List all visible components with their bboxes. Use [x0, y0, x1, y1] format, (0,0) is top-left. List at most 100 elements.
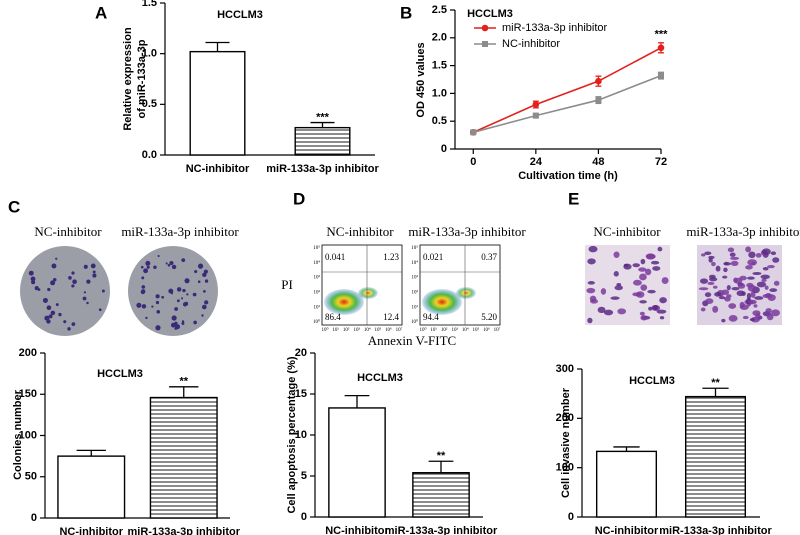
cell: [722, 275, 728, 279]
series-line: [472, 47, 662, 134]
x-tick-label: NC-inhibitor: [59, 526, 123, 535]
cell: [714, 291, 722, 297]
cell: [730, 256, 740, 260]
cell: [764, 285, 769, 290]
bar: [189, 50, 246, 156]
quadrant-value: 5.20: [481, 312, 497, 322]
cell: [700, 307, 706, 312]
colony: [55, 257, 58, 260]
x-tick-label: 72: [655, 156, 667, 168]
colony: [155, 325, 161, 331]
colony: [55, 303, 59, 307]
colony: [71, 284, 75, 288]
cell: [746, 292, 752, 300]
point: [470, 129, 477, 136]
cell: [765, 308, 772, 313]
flow-tick-label: 10³: [353, 327, 360, 333]
cell: [590, 298, 598, 304]
colony: [86, 279, 91, 284]
cell: [721, 318, 726, 323]
cell: [727, 247, 735, 253]
flow-tick-label: 10⁶: [483, 327, 490, 333]
cell: [769, 288, 778, 293]
cell: [613, 271, 619, 277]
flow-tick-label: 10³: [314, 275, 321, 281]
cell: [751, 261, 756, 266]
cell: [640, 284, 648, 291]
cell: [747, 276, 755, 280]
y-tick-label: 5: [301, 470, 307, 482]
point: [595, 97, 602, 104]
chart-title: HCCLM3: [467, 8, 513, 20]
colony: [34, 286, 39, 291]
y-axis-label: Relative expression: [122, 27, 134, 131]
flow-tick-label: 10¹: [314, 304, 321, 310]
flow-tick-label: 10⁵: [411, 245, 418, 251]
cell: [767, 265, 775, 269]
cell: [726, 294, 732, 299]
flow-tick-label: 10⁴: [411, 260, 418, 266]
cell: [661, 277, 669, 284]
colony: [203, 289, 206, 293]
bar: [149, 396, 218, 519]
y-tick-label: 0.0: [142, 149, 157, 161]
y-tick-label: 200: [556, 412, 574, 424]
colony: [50, 280, 56, 286]
y-axis-label: Colonies number: [12, 389, 24, 480]
cell: [747, 285, 757, 292]
chart-title: HCCLM3: [357, 372, 403, 384]
y-axis-label: OD 450 values: [415, 42, 427, 117]
cell: [733, 277, 743, 284]
y-tick-label: 0: [441, 143, 447, 155]
panel-letter: D: [293, 189, 305, 208]
image-label: NC-inhibitor: [34, 224, 102, 239]
cell: [704, 292, 712, 298]
colony: [161, 295, 165, 299]
colony: [63, 320, 67, 324]
image-label: NC-inhibitor: [326, 224, 394, 239]
flow-tick-label: 10¹: [332, 327, 339, 333]
cell: [745, 246, 752, 253]
flow-tick-label: 10⁴: [364, 327, 371, 333]
colony: [143, 268, 149, 274]
legend-marker: [481, 24, 489, 32]
colony: [176, 287, 182, 292]
colony: [42, 297, 48, 303]
flow-tick-label: 10²: [441, 327, 448, 333]
cell: [597, 306, 606, 313]
colony: [151, 305, 154, 308]
y-tick-label: 0.5: [142, 98, 157, 110]
colony: [141, 285, 146, 289]
colony: [171, 264, 177, 270]
y-tick-label: 100: [556, 462, 574, 474]
y-tick-label: 1.0: [142, 48, 157, 60]
colony: [186, 293, 189, 296]
y-tick-label: 2.5: [432, 4, 447, 16]
point: [532, 112, 539, 119]
legend-marker: [482, 41, 488, 47]
y-tick-label: 2.0: [432, 32, 447, 44]
cell: [646, 254, 656, 260]
y-tick-label: 50: [25, 471, 37, 483]
cell: [653, 304, 659, 311]
colony: [167, 263, 171, 267]
invasion-image: [585, 245, 670, 325]
chart-title: HCCLM3: [217, 9, 263, 21]
cell: [705, 298, 714, 305]
colony: [202, 272, 207, 278]
y-tick-label: 0: [301, 511, 307, 523]
cell: [723, 262, 732, 266]
colony: [101, 289, 105, 293]
cell: [614, 285, 623, 291]
quadrant-value: 0.021: [423, 252, 443, 262]
colony: [193, 320, 197, 325]
colony: [68, 276, 72, 280]
y-tick-label: 0.5: [432, 115, 447, 127]
colony: [47, 287, 51, 292]
cell: [721, 289, 730, 295]
cell: [699, 278, 709, 284]
x-tick-label: miR-133a-3p inhibitor: [385, 525, 498, 535]
cell: [731, 287, 740, 291]
colony: [197, 280, 201, 284]
y-tick-label: 0: [568, 511, 574, 523]
